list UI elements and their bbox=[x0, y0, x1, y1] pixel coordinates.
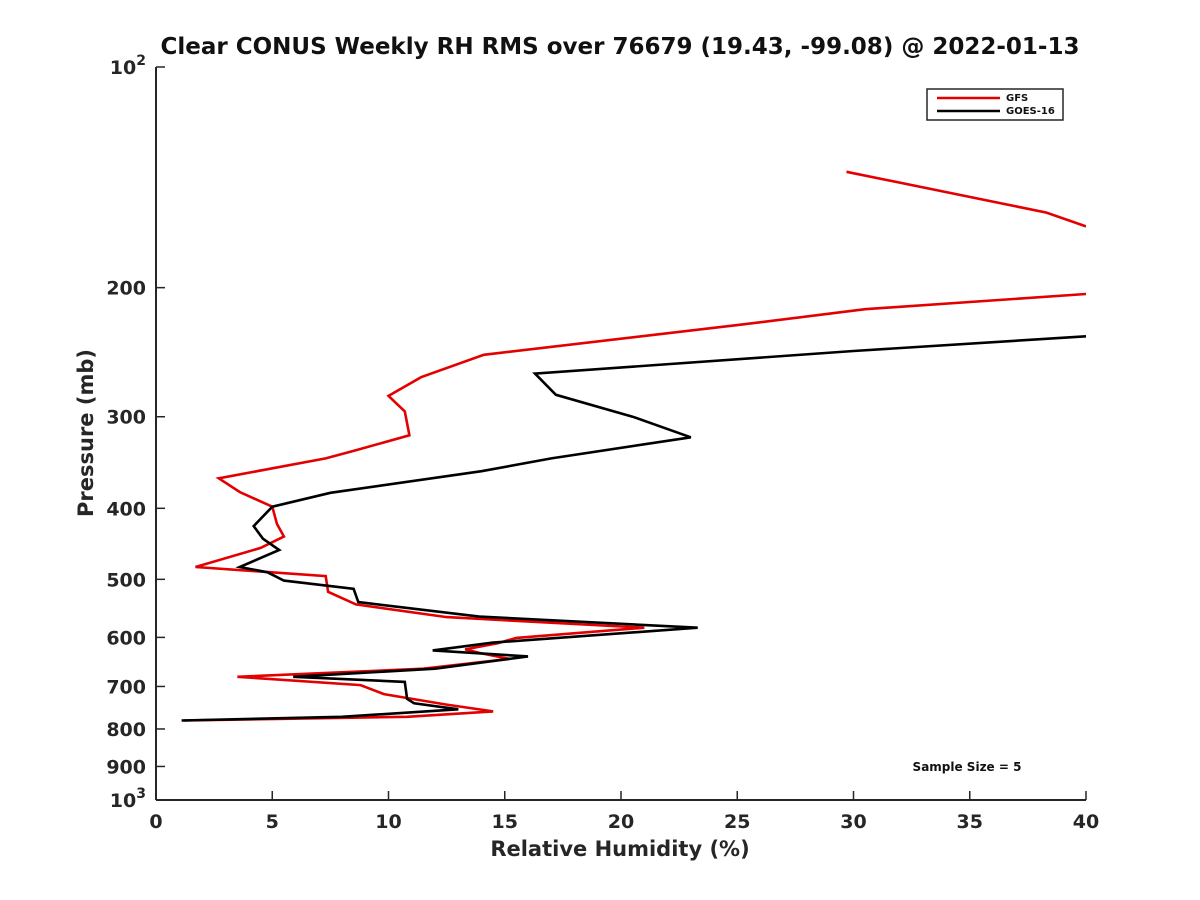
y-tick-label: 102 bbox=[110, 53, 146, 79]
y-tick-label: 700 bbox=[106, 676, 146, 698]
y-tick-label: 600 bbox=[106, 627, 146, 649]
series-line-goes16-1 bbox=[181, 335, 1086, 722]
y-tick-label: 500 bbox=[106, 569, 146, 591]
x-tick-label: 40 bbox=[1073, 811, 1099, 833]
y-axis-label: Pressure (mb) bbox=[74, 349, 98, 517]
legend-label-goes16: GOES-16 bbox=[1006, 106, 1055, 117]
legend: GFS GOES-16 bbox=[926, 88, 1064, 121]
y-tick-label: 900 bbox=[106, 756, 146, 778]
x-axis-label: Relative Humidity (%) bbox=[490, 837, 749, 861]
x-tick-label: 5 bbox=[266, 811, 279, 833]
y-tick-label: 400 bbox=[106, 498, 146, 520]
plot-area: 0 5 10 15 20 25 30 35 40 102 200 300 400 500 600 700 80… bbox=[106, 53, 1099, 833]
y-tick-label: 300 bbox=[106, 407, 146, 429]
x-tick-label: 0 bbox=[149, 811, 162, 833]
y-ticks: 102 200 300 400 500 600 700 800 900 103 bbox=[106, 53, 165, 812]
x-tick-label: 20 bbox=[608, 811, 634, 833]
x-tick-label: 30 bbox=[840, 811, 866, 833]
x-ticks: 0 5 10 15 20 25 30 35 40 bbox=[149, 791, 1099, 833]
legend-label-gfs: GFS bbox=[1006, 93, 1028, 104]
x-tick-label: 25 bbox=[724, 811, 750, 833]
y-tick-label: 800 bbox=[106, 719, 146, 741]
chart-title: Clear CONUS Weekly RH RMS over 76679 (19… bbox=[161, 34, 1080, 60]
x-tick-label: 35 bbox=[957, 811, 983, 833]
sample-size-annotation: Sample Size = 5 bbox=[913, 760, 1022, 774]
y-tick-label: 200 bbox=[106, 278, 146, 300]
legend-box bbox=[926, 88, 1064, 121]
series-line-gfs-2 bbox=[183, 292, 1086, 722]
x-tick-label: 15 bbox=[492, 811, 518, 833]
y-tick-label: 103 bbox=[110, 786, 146, 812]
series-group bbox=[181, 170, 1086, 722]
x-tick-label: 10 bbox=[375, 811, 401, 833]
series-line-gfs-1 bbox=[846, 170, 1086, 228]
